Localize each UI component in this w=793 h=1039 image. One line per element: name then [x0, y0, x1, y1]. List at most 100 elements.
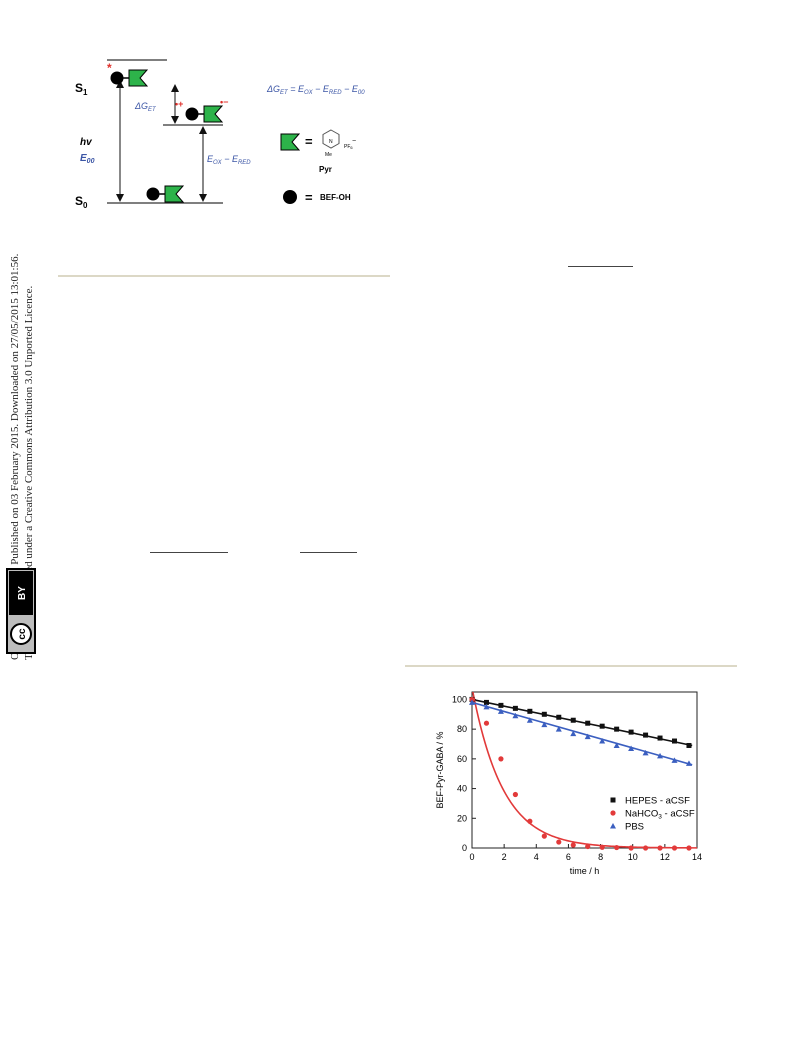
bef-oh-excited-icon — [110, 71, 124, 85]
data-point-series-2 — [526, 717, 533, 723]
data-point-series-1 — [657, 845, 663, 851]
legend-marker-2 — [610, 823, 616, 829]
data-point-series-2 — [685, 760, 692, 766]
data-point-series-2 — [584, 733, 591, 740]
figure-separator-left — [58, 275, 390, 277]
excited-star: * — [107, 61, 112, 75]
legend-label-2: PBS — [625, 822, 644, 833]
data-point-series-2 — [469, 699, 475, 705]
figure-separator-right — [405, 665, 737, 667]
pyr-legend-icon — [280, 133, 301, 151]
pf6-label: PF6 — [344, 144, 353, 150]
pyr-label: Pyr — [319, 165, 332, 174]
radical-cation-label: •+ — [175, 99, 183, 109]
data-point-series-0 — [498, 702, 504, 708]
by-label: BY — [17, 586, 28, 600]
bef-equals: = — [305, 190, 313, 205]
y-tick-label: 20 — [457, 813, 467, 823]
fit-line-1 — [472, 691, 698, 849]
data-point-series-0 — [657, 735, 663, 741]
s1-label: S1 — [75, 81, 88, 97]
e00-label: E00 — [80, 153, 95, 165]
redox-label: EOX − ERED — [207, 154, 251, 166]
data-point-series-1 — [556, 839, 562, 845]
legend-marker-1 — [610, 810, 616, 816]
data-point-series-2 — [628, 745, 635, 751]
legend-label-0: HEPES - aCSF — [625, 796, 690, 807]
cc-by-badge[interactable]: cc BY — [6, 568, 36, 654]
x-tick-label: 8 — [598, 852, 603, 862]
data-point-series-0 — [599, 723, 605, 729]
y-axis-label: BEF-Pyr-GABA / % — [435, 731, 445, 808]
bef-oh-label: BEF-OH — [320, 193, 351, 202]
data-point-series-0 — [512, 705, 518, 711]
data-point-series-2 — [483, 703, 490, 710]
data-point-series-0 — [614, 726, 620, 732]
hv-label: hv — [80, 137, 93, 148]
data-point-series-1 — [628, 845, 634, 851]
data-point-series-2 — [671, 757, 678, 763]
badge-by-panel — [9, 571, 33, 615]
data-point-series-0 — [570, 717, 576, 723]
data-point-series-1 — [498, 756, 504, 762]
data-point-series-1 — [527, 818, 533, 824]
pyr-minus: − — [352, 138, 356, 145]
y-tick-label: 100 — [452, 694, 467, 704]
data-point-series-1 — [483, 720, 490, 726]
pyr-ground-icon — [164, 185, 185, 203]
data-point-series-2 — [613, 742, 620, 748]
x-axis-label: time / h — [570, 866, 600, 876]
data-point-series-0 — [672, 738, 677, 744]
plot-frame — [471, 691, 698, 849]
link-underline[interactable] — [300, 552, 357, 553]
cc-label: cc — [17, 628, 28, 640]
x-tick-label: 10 — [628, 852, 638, 862]
x-tick-label: 6 — [566, 852, 571, 862]
y-tick-label: 80 — [457, 724, 467, 734]
data-point-series-1 — [671, 845, 678, 851]
bef-oh-ground-icon — [146, 187, 160, 201]
bef-oh-legend-icon — [283, 190, 297, 204]
data-point-series-2 — [599, 738, 606, 744]
y-tick-label: 40 — [457, 784, 467, 794]
data-point-series-1 — [599, 844, 605, 850]
x-tick-label: 14 — [692, 852, 702, 862]
pyr-me: Me — [325, 152, 332, 158]
pyr-radical-icon — [203, 105, 224, 123]
x-tick-label: 2 — [502, 852, 507, 862]
s0-label: S0 — [75, 194, 88, 210]
data-point-series-0 — [541, 711, 547, 717]
x-tick-label: 4 — [534, 852, 539, 862]
pyridinium-ring-icon — [322, 129, 340, 149]
data-point-series-2 — [642, 749, 649, 756]
data-point-series-0 — [556, 714, 562, 720]
energy-diagram: S1 S0 hv E00 ΔGET EOX − ERED * •+ •− ΔGE… — [75, 59, 365, 210]
stability-chart: 0 2 4 6 8 10 12 14 0 20 40 60 80 100 time / h BEF-Pyr-G… — [405, 680, 735, 895]
data-point-series-1 — [686, 845, 692, 851]
link-underline[interactable] — [568, 266, 633, 267]
data-point-series-1 — [642, 845, 649, 851]
data-point-series-1 — [570, 842, 576, 848]
data-point-series-0 — [643, 732, 649, 738]
y-tick-label: 60 — [457, 754, 467, 764]
data-point-series-0 — [483, 699, 489, 705]
fit-line-2 — [471, 701, 693, 766]
y-tick-label: 0 — [462, 843, 467, 853]
data-point-series-1 — [541, 833, 547, 839]
dg-equation: ΔGET = EOX − ERED − E00 — [266, 84, 365, 96]
fit-line-0 — [471, 698, 693, 747]
legend-label-1: NaHCO3 - aCSF — [625, 809, 695, 821]
data-point-series-0 — [686, 742, 692, 748]
data-point-series-2 — [657, 752, 664, 759]
radical-anion-label: •− — [220, 97, 228, 107]
chart-svg: 0 2 4 6 8 10 12 14 0 20 40 60 80 100 time / h BEF-Pyr-G… — [435, 691, 702, 876]
bef-oh-radical-icon — [185, 107, 199, 121]
data-point-series-0 — [585, 720, 591, 726]
pyr-equals: = — [305, 134, 313, 149]
data-point-series-1 — [585, 843, 591, 850]
data-point-series-0 — [628, 729, 634, 735]
data-point-series-2 — [512, 712, 519, 719]
link-underline[interactable] — [150, 552, 228, 553]
data-point-series-0 — [527, 708, 533, 714]
legend-marker-0 — [610, 797, 616, 803]
